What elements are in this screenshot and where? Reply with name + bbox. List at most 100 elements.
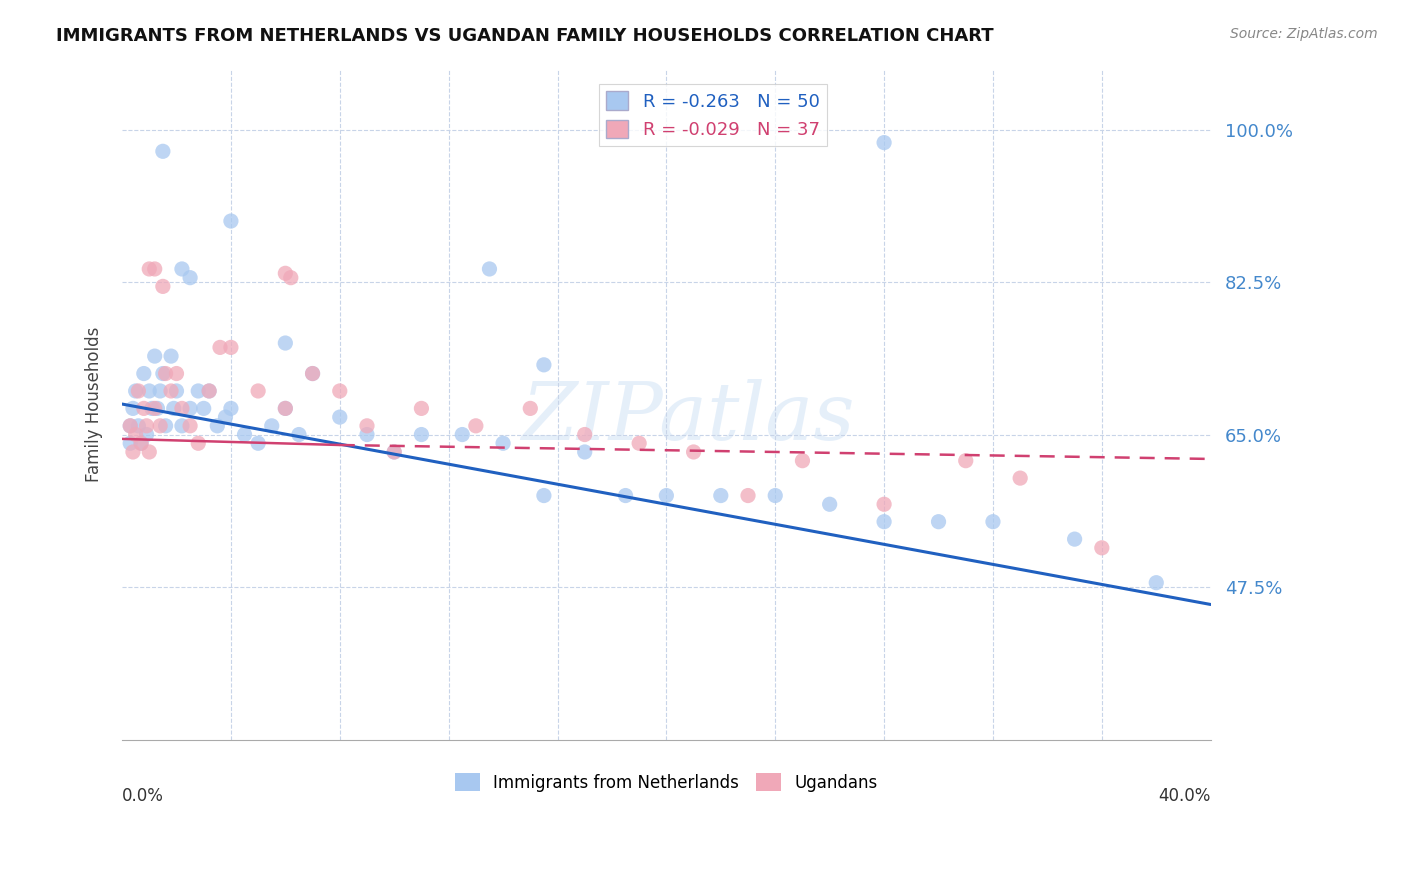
Point (149, 418, 172, 433)
Point (274, 401, 297, 416)
Point (155, 418, 177, 433)
Point (132, 367, 155, 381)
Point (163, 401, 186, 416)
Text: 0.0%: 0.0% (122, 787, 165, 805)
Point (187, 436, 209, 450)
Point (873, 136, 896, 150)
Point (274, 401, 297, 416)
Point (792, 453, 814, 467)
Point (160, 384, 183, 398)
Point (170, 262, 193, 277)
Point (464, 418, 486, 433)
Point (873, 497, 896, 511)
Point (166, 384, 188, 398)
Point (120, 418, 142, 433)
Point (179, 401, 201, 416)
Text: Source: ZipAtlas.com: Source: ZipAtlas.com (1230, 27, 1378, 41)
Point (138, 445, 160, 459)
Text: IMMIGRANTS FROM NETHERLANDS VS UGANDAN FAMILY HOUSEHOLDS CORRELATION CHART: IMMIGRANTS FROM NETHERLANDS VS UGANDAN F… (56, 27, 994, 45)
Point (143, 349, 166, 363)
Point (737, 489, 759, 503)
Point (533, 358, 555, 372)
Point (411, 427, 433, 442)
Point (143, 262, 166, 277)
Point (141, 401, 163, 416)
Point (533, 489, 555, 503)
Text: ZIPatlas: ZIPatlas (522, 379, 855, 456)
Point (219, 214, 242, 228)
Point (710, 489, 733, 503)
Point (682, 445, 704, 459)
Point (143, 401, 166, 416)
Point (274, 336, 297, 351)
Point (1010, 471, 1032, 485)
Point (170, 418, 193, 433)
Point (301, 367, 323, 381)
Point (274, 266, 297, 280)
Legend: Immigrants from Netherlands, Ugandans: Immigrants from Netherlands, Ugandans (449, 767, 884, 798)
Point (135, 427, 157, 442)
Point (763, 489, 786, 503)
Point (127, 418, 149, 433)
Point (411, 401, 433, 416)
Point (981, 515, 1004, 529)
Point (492, 436, 515, 450)
Point (149, 384, 172, 398)
Point (574, 445, 596, 459)
Point (170, 401, 193, 416)
Point (120, 418, 142, 433)
Point (628, 436, 651, 450)
Point (955, 453, 977, 467)
Point (329, 384, 352, 398)
Point (138, 384, 160, 398)
Point (207, 418, 229, 433)
Point (614, 489, 637, 503)
Point (198, 384, 221, 398)
Point (138, 262, 160, 277)
Point (356, 427, 378, 442)
Point (928, 515, 950, 529)
Point (187, 384, 209, 398)
Point (122, 401, 145, 416)
Point (329, 410, 352, 425)
Point (124, 384, 146, 398)
Point (478, 262, 501, 277)
Point (219, 401, 242, 416)
Point (301, 367, 323, 381)
Point (247, 384, 270, 398)
Point (129, 436, 152, 450)
Point (519, 401, 541, 416)
Point (132, 401, 155, 416)
Point (160, 349, 183, 363)
Point (155, 367, 177, 381)
Point (208, 340, 231, 354)
Point (260, 418, 283, 433)
Point (233, 427, 256, 442)
Point (1063, 532, 1085, 546)
Point (356, 418, 378, 433)
Point (280, 270, 302, 285)
Point (451, 427, 474, 442)
Point (166, 367, 188, 381)
Point (124, 427, 146, 442)
Point (127, 384, 149, 398)
Point (214, 410, 236, 425)
Point (120, 436, 142, 450)
Point (873, 515, 896, 529)
Point (1091, 541, 1114, 555)
Point (135, 418, 157, 433)
Point (198, 384, 221, 398)
Text: 40.0%: 40.0% (1159, 787, 1211, 805)
Point (382, 445, 405, 459)
Point (146, 401, 169, 416)
Point (247, 436, 270, 450)
Point (818, 497, 841, 511)
Point (288, 427, 311, 442)
Point (655, 489, 678, 503)
Point (193, 401, 215, 416)
Point (129, 436, 152, 450)
Point (574, 427, 596, 442)
Point (1144, 575, 1167, 590)
Y-axis label: Family Households: Family Households (86, 326, 103, 482)
Point (219, 340, 242, 354)
